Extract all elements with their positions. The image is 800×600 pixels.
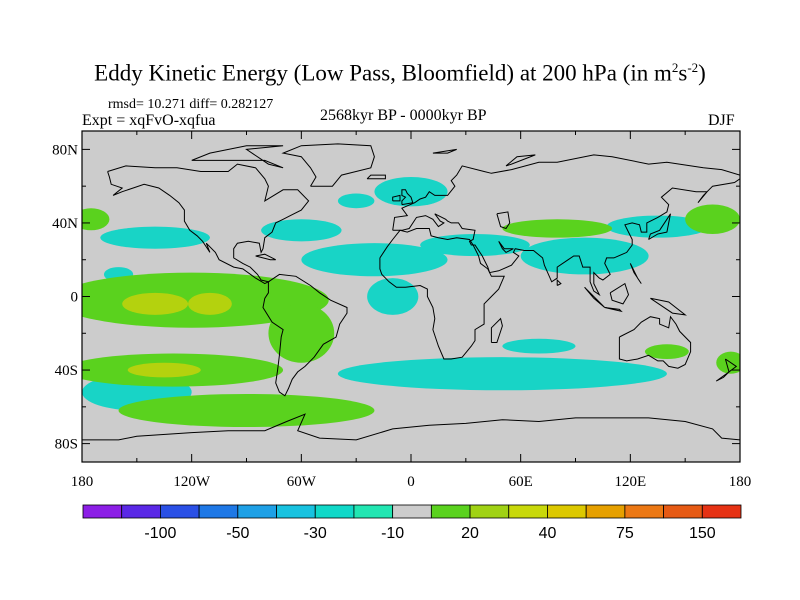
coastline (281, 143, 375, 187)
coastline (556, 278, 562, 286)
plot-title: Eddy Kinetic Energy (Low Pass, Bloomfiel… (94, 60, 706, 86)
colorbar-swatch (314, 504, 355, 519)
colorbar-label: 20 (461, 525, 479, 542)
coastline (648, 213, 671, 240)
coastline (724, 358, 738, 373)
colorbar-label: 150 (689, 525, 716, 542)
colorbar-swatch (701, 504, 742, 519)
coastline (609, 282, 630, 305)
coastline (715, 371, 730, 382)
coastline (604, 307, 623, 313)
colorbar-swatch (392, 504, 432, 519)
anomaly-region (301, 243, 448, 277)
anomaly-region (502, 338, 576, 354)
coastline (498, 241, 514, 254)
anomaly-region (337, 357, 667, 391)
coastline (255, 253, 276, 261)
anomaly-region (367, 278, 419, 315)
lat-tick-label: 80N (52, 142, 78, 158)
colorbar-swatch (624, 504, 664, 519)
experiment-label: Expt = xqFvO-xqfua (82, 112, 216, 129)
coastline (629, 263, 642, 284)
anomaly-region (261, 219, 342, 242)
lat-tick-label: 40N (52, 216, 78, 232)
coastlines (82, 143, 740, 441)
stats-text: rmsd= 10.271 diff= 0.282127 (108, 97, 274, 112)
colorbar-swatch (121, 504, 161, 519)
coastline (505, 154, 536, 167)
colorbar-swatch (469, 504, 510, 519)
axis-ticks: 80N 40N 0 40S 80S 180 120W 60W 0 60E 120E 180 (52, 131, 751, 490)
period-label: 2568kyr BP - 0000kyr BP (320, 107, 487, 124)
colorbar-swatch (585, 504, 626, 519)
lon-tick-label: 60E (509, 474, 533, 490)
colorbar-swatch (160, 504, 200, 519)
anomaly-region (82, 208, 110, 231)
coastline (392, 154, 740, 297)
coastline (262, 273, 348, 397)
colorbar-label: 40 (539, 525, 557, 542)
coastline (107, 163, 310, 285)
anomaly-region (374, 176, 448, 207)
colorbar-label: -100 (144, 525, 176, 542)
anomaly-region (268, 303, 335, 363)
colorbar: -100 -50 -30 -10 20 40 75 150 (82, 504, 742, 542)
lon-tick-label: 180 (729, 474, 752, 490)
coastline (401, 189, 414, 206)
anomaly-region (606, 215, 709, 238)
coastline (618, 315, 692, 369)
anomaly-region (100, 226, 210, 249)
colorbar-label: 75 (616, 525, 634, 542)
coastline (82, 413, 740, 441)
season-label: DJF (708, 112, 735, 129)
colorbar-swatch (508, 504, 548, 519)
colorbar-swatch (237, 504, 277, 519)
colorbar-label: -30 (304, 525, 327, 542)
coastline (191, 145, 284, 169)
lon-tick-label: 60W (287, 474, 317, 490)
lat-tick-label: 0 (71, 290, 79, 306)
coastline (496, 211, 511, 230)
coastline (379, 228, 505, 360)
anomaly-region (685, 204, 740, 234)
lon-tick-label: 180 (71, 474, 94, 490)
coastline (392, 194, 401, 202)
coastline (650, 297, 687, 316)
anomaly-region (337, 193, 375, 209)
lon-tick-label: 0 (407, 474, 415, 490)
anomaly-region (118, 393, 375, 428)
colorbar-swatch (198, 504, 239, 519)
anomaly-region (520, 237, 649, 275)
colorbar-swatch (353, 504, 394, 519)
coastline (366, 174, 386, 180)
colorbar-label: -10 (381, 525, 404, 542)
anomaly-region (644, 344, 689, 360)
colorbar-swatch (663, 504, 703, 519)
colorbar-swatch (82, 504, 123, 519)
colorbar-swatch (430, 504, 471, 519)
colorbar-swatch (276, 504, 316, 519)
lon-tick-label: 120E (614, 474, 646, 490)
coastline (432, 148, 457, 154)
colorbar-swatch (547, 504, 587, 519)
anomaly-region (188, 292, 232, 315)
lat-tick-label: 80S (55, 437, 78, 453)
anomaly-region (127, 362, 201, 378)
coastline (490, 317, 503, 343)
lat-tick-label: 40S (55, 363, 78, 379)
anomaly-region (122, 292, 189, 315)
anomaly-region (502, 219, 613, 238)
colorbar-label: -50 (226, 525, 249, 542)
lon-tick-label: 120W (173, 474, 211, 490)
